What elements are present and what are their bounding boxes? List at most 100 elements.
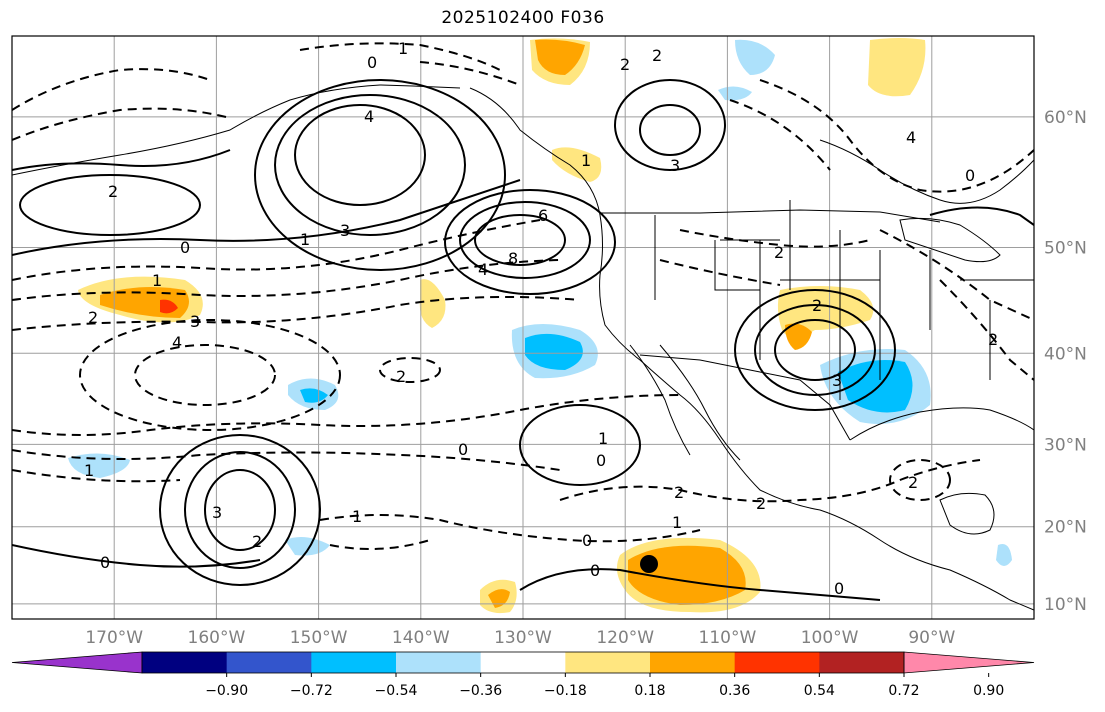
- contour-high-gulf-alaska: [274, 94, 466, 236]
- contour-dashed-south: [329, 539, 431, 550]
- contour-label: 2: [812, 296, 822, 315]
- colorbar-ticks: −0.90 −0.72 −0.54 −0.36 −0.18 0.18 0.36 0.54 0.7…: [205, 673, 1004, 699]
- map-gridlines: [12, 36, 1034, 619]
- contour-label: 1: [672, 513, 682, 532]
- longitude-label: 160°W: [188, 628, 246, 648]
- contour-dashed-band: [12, 449, 561, 471]
- contour-high-offshore: [444, 189, 616, 295]
- coastlines: [12, 84, 1034, 611]
- contour-label: 1: [598, 429, 608, 448]
- longitude-label: 100°W: [801, 628, 859, 648]
- contour-label: 4: [364, 107, 374, 126]
- contour-dashed-south: [559, 459, 981, 503]
- contour-high-canada: [614, 79, 726, 171]
- contour-high-central-pacific: [184, 451, 296, 569]
- contour-low-gulf: [889, 459, 951, 501]
- negative-anomaly-area: [300, 388, 328, 403]
- contour-zero-line: [12, 149, 231, 171]
- contour-label: 4: [478, 260, 488, 279]
- positive-anomaly-area: [785, 323, 812, 350]
- contour-label: 1: [300, 230, 310, 249]
- contour-high-alaska-west: [19, 174, 201, 236]
- location-marker: [640, 555, 658, 573]
- colorbar-tick-label: 0.54: [804, 683, 835, 699]
- colorbar-segment: [480, 652, 566, 673]
- contour-dashed-band: [12, 295, 581, 331]
- dashed-contours: [12, 42, 1034, 550]
- contour-label: 0: [965, 166, 975, 185]
- map-title: 2025102400 F036: [441, 8, 605, 28]
- contour-label: 3: [832, 371, 842, 390]
- contour-label: 0: [834, 579, 844, 598]
- contour-dashed-east: [879, 229, 1034, 321]
- longitude-labels: 170°W 160°W 150°W 140°W 130°W 120°W 110°W 100°W…: [85, 628, 955, 648]
- latitude-labels: 10°N 20°N 30°N 40°N 50°N 60°N: [1044, 108, 1087, 615]
- contour-dashed-band: [12, 394, 681, 436]
- contour-high-offshore: [459, 201, 591, 279]
- longitude-label: 170°W: [85, 628, 143, 648]
- contour-label: 0: [596, 451, 606, 470]
- contour-label: 2: [396, 367, 406, 386]
- positive-anomaly-area: [868, 38, 926, 97]
- solid-contours: [12, 79, 1034, 601]
- contour-high-gulf-alaska: [294, 104, 426, 206]
- contour-label: 1: [398, 39, 408, 58]
- positive-anomaly-area: [552, 147, 602, 182]
- longitude-label: 130°W: [494, 628, 552, 648]
- contour-label: 8: [508, 249, 518, 268]
- alaska-coast: [12, 84, 461, 176]
- contour-label: 3: [670, 156, 680, 175]
- contour-dashed-east: [729, 99, 831, 171]
- contour-label: 2: [774, 243, 784, 262]
- negative-anomaly-area: [838, 359, 913, 413]
- contour-label: 0: [180, 238, 190, 257]
- contour-dashed-mid-plains: [659, 259, 781, 286]
- contour-label: 2: [674, 483, 684, 502]
- contour-dashed-band: [12, 259, 561, 301]
- latitude-label: 20°N: [1044, 518, 1087, 538]
- contour-low-subtropical: [134, 344, 276, 406]
- contour-label: 1: [84, 461, 94, 480]
- contour-high-southwest: [774, 319, 856, 381]
- latitude-label: 40°N: [1044, 344, 1087, 364]
- latitude-label: 30°N: [1044, 435, 1087, 455]
- us-canada-border: [600, 209, 941, 223]
- contour-zero-line: [12, 179, 521, 256]
- contour-label: 1: [581, 151, 591, 170]
- contour-label: 1: [152, 271, 162, 290]
- contour-label: 3: [212, 503, 222, 522]
- colorbar-extend-min: [11, 651, 143, 674]
- positive-anomaly-area: [488, 589, 510, 608]
- negative-anomaly-area: [525, 333, 583, 370]
- colorbar-extend-max: [903, 651, 1035, 674]
- contour-high-central-pacific: [204, 469, 276, 551]
- contour-label: 6: [538, 206, 548, 225]
- longitude-label: 120°W: [596, 628, 654, 648]
- longitude-label: 140°W: [392, 628, 450, 648]
- colorbar-segment: [311, 652, 397, 673]
- colorbar-tick-label: −0.18: [544, 683, 587, 699]
- contour-zero-line: [519, 568, 881, 601]
- contour-label: 0: [582, 531, 592, 550]
- contour-label: 2: [88, 308, 98, 327]
- gulf-of-california: [659, 344, 741, 461]
- contour-high-southwest: [754, 304, 876, 396]
- colorbar: −0.90 −0.72 −0.54 −0.36 −0.18 0.18 0.36 0.54 0.7…: [11, 651, 1035, 699]
- latitude-label: 10°N: [1044, 595, 1087, 615]
- baja-california: [629, 344, 691, 456]
- contour-label: 0: [100, 553, 110, 572]
- positive-anomaly-area: [535, 39, 585, 75]
- colorbar-tick-label: −0.90: [205, 683, 248, 699]
- hudson-bay-coast: [819, 139, 1034, 204]
- negative-anomaly-area: [996, 544, 1012, 566]
- contour-dashed-band: [12, 469, 181, 483]
- colorbar-segment: [142, 652, 228, 673]
- contour-label: 4: [906, 128, 916, 147]
- contour-dashed-low-alaska: [12, 107, 231, 141]
- contour-dashed-south: [319, 514, 701, 543]
- contour-label: 2: [252, 532, 262, 551]
- contour-label: 0: [367, 53, 377, 72]
- colorbar-tick-label: 0.18: [634, 683, 665, 699]
- colorbar-segment: [565, 652, 651, 673]
